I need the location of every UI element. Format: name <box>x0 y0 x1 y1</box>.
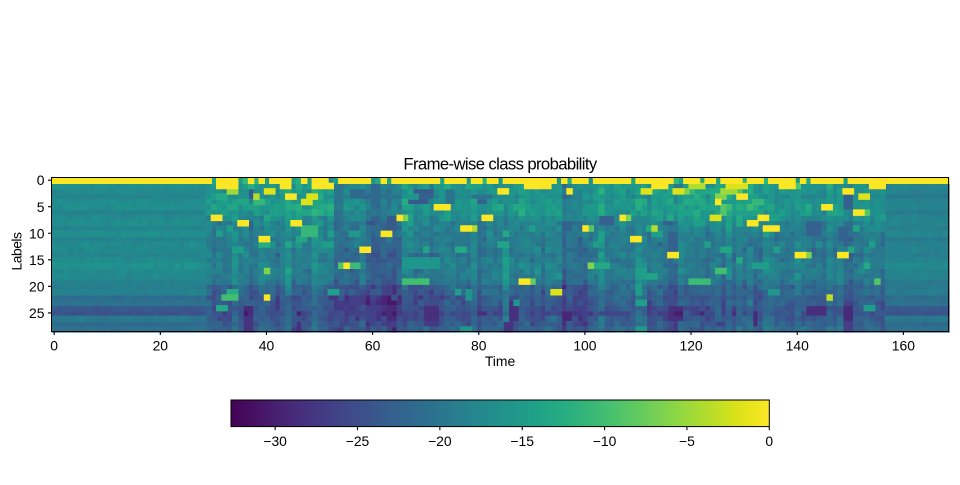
svg-text:0: 0 <box>50 338 58 354</box>
svg-text:120: 120 <box>679 338 702 354</box>
svg-text:Frame-wise class probability: Frame-wise class probability <box>403 155 597 174</box>
svg-text:−5: −5 <box>679 433 695 449</box>
svg-text:−30: −30 <box>263 433 287 449</box>
svg-text:80: 80 <box>471 338 487 354</box>
svg-text:Time: Time <box>485 353 516 369</box>
svg-text:100: 100 <box>573 338 596 354</box>
svg-text:−15: −15 <box>510 433 534 449</box>
svg-text:160: 160 <box>892 338 915 354</box>
svg-text:−20: −20 <box>428 433 452 449</box>
svg-text:−10: −10 <box>593 433 617 449</box>
svg-text:0: 0 <box>37 172 45 188</box>
svg-text:25: 25 <box>29 305 45 321</box>
svg-text:Labels: Labels <box>9 232 25 270</box>
svg-text:0: 0 <box>765 433 773 449</box>
svg-text:15: 15 <box>29 252 45 268</box>
svg-text:40: 40 <box>259 338 275 354</box>
svg-text:5: 5 <box>37 199 45 215</box>
svg-text:140: 140 <box>786 338 809 354</box>
svg-text:20: 20 <box>153 338 169 354</box>
svg-text:10: 10 <box>29 225 45 241</box>
svg-text:20: 20 <box>29 278 45 294</box>
svg-text:60: 60 <box>365 338 381 354</box>
svg-text:−25: −25 <box>346 433 370 449</box>
